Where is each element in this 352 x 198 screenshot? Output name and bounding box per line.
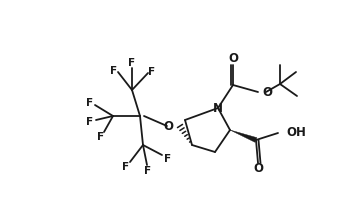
Text: O: O	[163, 120, 173, 132]
Text: O: O	[262, 86, 272, 98]
Text: F: F	[87, 117, 94, 127]
Text: OH: OH	[286, 127, 306, 140]
Text: F: F	[122, 162, 130, 172]
Text: F: F	[128, 58, 136, 68]
Text: F: F	[149, 67, 156, 77]
Text: F: F	[164, 154, 171, 164]
Polygon shape	[230, 130, 257, 142]
Text: O: O	[253, 163, 263, 175]
Text: O: O	[228, 52, 238, 66]
Text: F: F	[111, 66, 118, 76]
Text: F: F	[98, 132, 105, 142]
Text: F: F	[87, 98, 94, 108]
Text: N: N	[213, 102, 223, 114]
Text: F: F	[144, 166, 152, 176]
